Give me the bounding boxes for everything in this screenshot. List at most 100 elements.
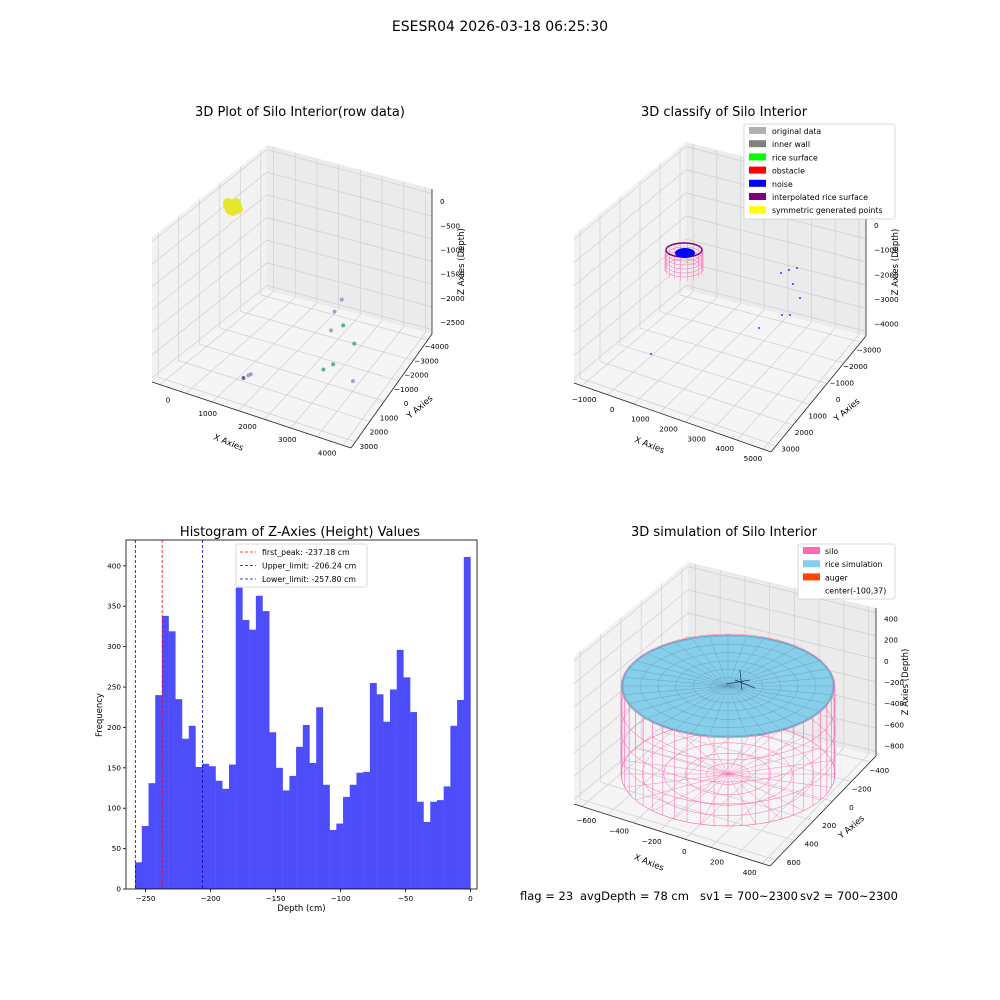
x-axis-label: X Axies xyxy=(632,853,665,874)
grid-line-z xyxy=(266,194,433,240)
silo-floor-spoke xyxy=(727,773,821,801)
y-tick-label: −2000 xyxy=(404,371,429,380)
y-axis-label: Y Axies xyxy=(404,393,435,421)
axes-frame xyxy=(125,539,478,890)
legend-swatch xyxy=(803,560,820,568)
data-point xyxy=(350,379,355,384)
histogram-bar xyxy=(322,784,330,889)
z-axis-label: Z Axies (Depth) xyxy=(901,649,911,716)
legend-label: symmetric generated points xyxy=(772,206,883,215)
grid-line-y xyxy=(736,747,845,856)
histogram-bar xyxy=(175,699,183,889)
x-axis-label: X Axies xyxy=(633,435,666,456)
z-tick-label: −1000 xyxy=(874,246,899,255)
grid-line-y xyxy=(342,332,426,446)
grid-line-y xyxy=(316,326,405,437)
rice-mesh-spoke xyxy=(629,668,729,687)
y-tick-label: −3000 xyxy=(857,345,882,354)
silo-floor-spoke xyxy=(727,737,804,775)
x-tick-label: −200 xyxy=(200,894,220,903)
grid-line-z xyxy=(573,146,687,240)
legend-label: Lower_limit: -257.80 cm xyxy=(262,575,356,584)
legend-label: silo xyxy=(825,547,838,556)
grid-line-x xyxy=(599,361,794,426)
x-tick-label: 0 xyxy=(610,405,615,414)
grid-line-z xyxy=(685,215,867,263)
x-tick-label: 3000 xyxy=(687,434,706,443)
histogram-bar xyxy=(343,796,350,889)
grid-line-x xyxy=(580,798,776,861)
grid-line-x xyxy=(659,311,845,364)
silo-floor-spoke xyxy=(624,760,729,775)
histogram-bar xyxy=(403,677,411,889)
data-point xyxy=(339,297,344,302)
rice-mesh-spoke xyxy=(727,685,796,725)
legend-swatch xyxy=(749,153,766,161)
z-tick-label: −800 xyxy=(884,741,904,750)
rice-mesh-spoke xyxy=(727,642,781,687)
noise-point xyxy=(650,353,652,355)
y-axis-line xyxy=(350,333,433,449)
histogram-bar xyxy=(155,695,163,889)
histogram-bar xyxy=(436,800,444,889)
y-tick-label: 600 xyxy=(787,858,801,867)
z-tick-label: 0 xyxy=(440,197,445,206)
legend-swatch xyxy=(803,573,820,581)
x-tick-label: 4000 xyxy=(715,444,734,453)
y-axis-line xyxy=(770,335,867,453)
histogram-bar xyxy=(235,587,243,889)
x-tick-label: −1000 xyxy=(572,395,597,404)
grid-line-y xyxy=(762,753,869,864)
histogram-bar xyxy=(450,725,458,889)
rice-mesh-spoke xyxy=(709,685,729,736)
histogram-bar xyxy=(202,763,210,889)
legend-label: Upper_limit: -206.24 cm xyxy=(262,562,356,571)
legend-swatch xyxy=(749,193,766,200)
histogram-bar xyxy=(135,862,143,889)
noise-point xyxy=(792,283,794,285)
grid-line-x xyxy=(178,360,370,422)
silo-floor-spoke xyxy=(674,728,729,775)
grid-line-z xyxy=(573,589,689,685)
silo-floor-spoke xyxy=(624,773,729,788)
y-tick-label: 50 xyxy=(112,844,122,853)
x-tick-label: 1000 xyxy=(198,409,217,418)
histogram-bar xyxy=(208,766,216,889)
silo-floor-spoke xyxy=(700,773,729,825)
z-tick-label: 200 xyxy=(884,636,898,645)
y-tick-label: 0 xyxy=(116,885,121,894)
silo-floor-spoke xyxy=(727,760,832,775)
z-axis-label: Z Axies (Depth) xyxy=(457,228,467,295)
x-tick-label: −100 xyxy=(330,894,350,903)
y-tick-label: 0 xyxy=(836,395,841,404)
rice-mesh-spoke xyxy=(660,647,729,687)
data-point xyxy=(341,323,346,328)
histogram-bar xyxy=(423,821,431,889)
rice-mesh-spoke xyxy=(624,685,729,695)
histogram-bar xyxy=(443,786,451,889)
histogram-bar xyxy=(309,762,317,889)
rice-mesh-spoke xyxy=(637,660,729,687)
rice-mesh-spoke xyxy=(727,685,765,734)
histogram-bar xyxy=(296,746,303,889)
legend-label: rice surface xyxy=(772,153,818,162)
z-axis-label: Z Axies (Depth) xyxy=(891,229,901,296)
rice-mesh-spoke xyxy=(637,685,729,712)
grid-line-y xyxy=(290,320,383,429)
noise-point xyxy=(780,272,782,274)
y-tick-label: −1000 xyxy=(394,385,419,394)
figure-suptitle: ESESR04 2026-03-18 06:25:30 xyxy=(392,19,608,35)
grid-line-z xyxy=(687,589,877,637)
legend-frame xyxy=(235,543,368,588)
grid-line-z xyxy=(687,612,877,660)
data-point xyxy=(328,328,333,333)
histogram-bar xyxy=(255,595,263,889)
grid-line-y xyxy=(762,333,860,450)
floor-pane xyxy=(574,710,876,866)
grid-line-z xyxy=(266,171,433,217)
legend-swatch xyxy=(803,547,820,554)
grid-line-x xyxy=(260,294,428,341)
histogram-bar xyxy=(275,767,283,889)
footer-avgdepth: avgDepth = 78 cm xyxy=(580,889,689,903)
